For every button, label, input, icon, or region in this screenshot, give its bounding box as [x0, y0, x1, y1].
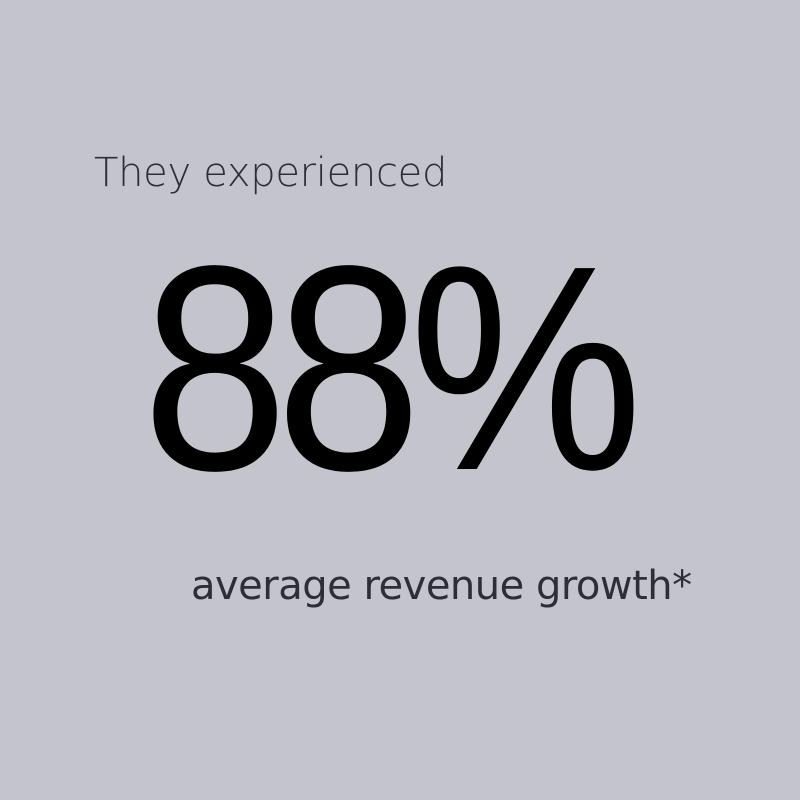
stat-value: 88% [142, 205, 643, 531]
intro-text: They experienced [94, 150, 448, 196]
stat-caption: average revenue growth* [191, 563, 692, 609]
